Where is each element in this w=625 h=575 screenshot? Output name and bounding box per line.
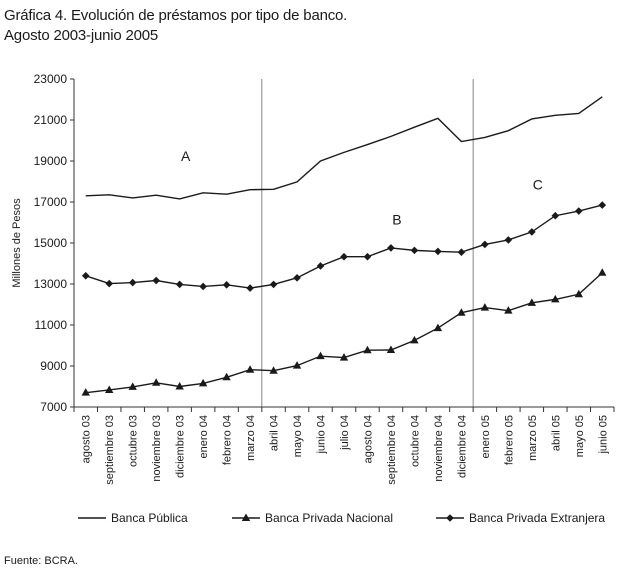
data-point-banca-privada-extranjera: [105, 279, 114, 288]
data-point-banca-privada-extranjera: [410, 246, 419, 255]
data-point-banca-privada-extranjera: [363, 252, 372, 261]
x-tick-label: enero 04: [198, 415, 210, 458]
x-tick-label: junio 04: [316, 415, 328, 455]
series-line-banca-privada-nacional: [85, 272, 603, 394]
legend-label-banca-privada-extranjera: Banca Privada Extranjera: [469, 511, 605, 525]
data-point-banca-privada-extranjera: [269, 280, 278, 289]
data-point-banca-privada-nacional: [551, 294, 560, 303]
y-tick-label: 17000: [34, 195, 68, 209]
series-line-banca-publica: [85, 96, 603, 200]
data-point-banca-privada-nacional: [339, 353, 349, 361]
x-tick-label: marzo 05: [527, 415, 539, 461]
data-point-banca-privada-nacional: [410, 335, 419, 344]
data-point-banca-privada-extranjera: [246, 284, 254, 292]
data-point-banca-privada-nacional: [598, 268, 607, 276]
legend-label-banca-publica: Banca Pública: [111, 511, 188, 525]
x-tick-label: marzo 04: [245, 415, 257, 461]
x-tick-label: abril 05: [550, 415, 562, 451]
data-point-banca-privada-nacional: [480, 303, 490, 311]
x-tick-label: agosto 04: [362, 415, 374, 463]
data-point-banca-privada-nacional: [574, 289, 583, 298]
x-tick-label: febrero 04: [222, 415, 234, 465]
title-line-2: Agosto 2003-junio 2005: [4, 27, 159, 44]
title-line-1: Gráfica 4. Evolución de préstamos por ti…: [4, 7, 348, 24]
x-tick-label: septiembre 03: [104, 415, 116, 485]
data-point-banca-privada-nacional: [222, 372, 231, 381]
annotation-label: A: [181, 148, 191, 164]
data-point-banca-privada-extranjera: [340, 252, 348, 261]
data-point-banca-privada-extranjera: [128, 278, 137, 287]
data-point-banca-privada-nacional: [433, 323, 443, 332]
data-point-banca-privada-extranjera: [574, 207, 583, 215]
data-point-banca-privada-nacional: [363, 345, 372, 354]
data-point-banca-privada-extranjera: [551, 211, 560, 220]
chart-title: Gráfica 4. Evolución de préstamos por ti…: [4, 6, 347, 46]
x-tick-label: junio 05: [597, 415, 609, 455]
y-tick-label: 13000: [34, 277, 68, 291]
data-point-banca-privada-nacional: [386, 345, 396, 354]
data-point-banca-privada-nacional: [527, 298, 537, 306]
data-point-banca-privada-extranjera: [293, 274, 301, 282]
y-tick-label: 15000: [34, 236, 68, 250]
x-tick-label: octubre 04: [409, 415, 421, 467]
x-tick-label: diciembre 03: [175, 415, 187, 478]
data-point-banca-privada-extranjera: [152, 276, 160, 285]
legend-marker-banca-privada-nacional: [241, 513, 251, 521]
data-point-banca-privada-extranjera: [81, 272, 90, 280]
data-point-banca-privada-extranjera: [528, 228, 536, 236]
x-tick-label: octubre 03: [128, 415, 140, 467]
y-tick-label: 11000: [35, 318, 68, 332]
data-point-banca-privada-extranjera: [434, 247, 442, 256]
x-tick-label: mayo 05: [574, 415, 586, 457]
data-point-banca-privada-extranjera: [598, 201, 607, 209]
data-point-banca-privada-extranjera: [222, 281, 231, 289]
data-point-banca-privada-extranjera: [457, 248, 466, 257]
data-point-banca-privada-extranjera: [316, 262, 325, 270]
data-point-banca-privada-nacional: [198, 378, 208, 387]
data-point-banca-privada-nacional: [245, 365, 255, 373]
annotation-label: B: [392, 212, 401, 228]
data-point-banca-privada-extranjera: [504, 236, 513, 244]
x-tick-label: noviembre 03: [151, 415, 163, 482]
data-point-banca-privada-extranjera: [387, 244, 395, 252]
annotation-label: C: [533, 177, 543, 193]
data-point-banca-privada-extranjera: [481, 240, 489, 249]
data-point-banca-privada-nacional: [457, 308, 466, 316]
x-tick-label: mayo 04: [292, 415, 304, 457]
x-tick-label: noviembre 04: [433, 415, 445, 482]
data-point-banca-privada-extranjera: [199, 282, 207, 291]
data-point-banca-privada-nacional: [128, 382, 137, 390]
data-point-banca-privada-nacional: [316, 351, 325, 360]
y-tick-label: 7000: [40, 400, 67, 414]
y-tick-label: 21000: [34, 113, 68, 127]
legend-label-banca-privada-nacional: Banca Privada Nacional: [265, 511, 393, 525]
y-axis-label: Millones de Pesos: [11, 198, 23, 288]
x-tick-label: septiembre 04: [386, 415, 398, 485]
y-tick-label: 9000: [40, 359, 67, 373]
x-tick-label: enero 05: [480, 415, 492, 458]
y-tick-label: 23000: [34, 72, 68, 86]
x-tick-label: diciembre 04: [456, 415, 468, 478]
series-line-banca-privada-extranjera: [85, 204, 603, 289]
source-note: Fuente: BCRA.: [4, 555, 78, 567]
data-point-banca-privada-nacional: [81, 388, 90, 396]
x-tick-label: julio 04: [339, 415, 351, 451]
data-point-banca-privada-nacional: [292, 361, 302, 369]
x-tick-label: abril 04: [269, 415, 281, 451]
data-point-banca-privada-extranjera: [175, 280, 184, 289]
x-tick-label: agosto 03: [81, 415, 93, 463]
y-tick-label: 19000: [34, 154, 68, 168]
x-tick-label: febrero 05: [503, 415, 515, 465]
data-point-banca-privada-nacional: [269, 366, 278, 374]
data-point-banca-privada-nacional: [151, 378, 161, 386]
data-point-banca-privada-nacional: [105, 385, 114, 393]
data-point-banca-privada-nacional: [504, 306, 513, 314]
legend-marker-banca-privada-extranjera: [446, 514, 454, 522]
data-point-banca-privada-nacional: [175, 382, 184, 390]
